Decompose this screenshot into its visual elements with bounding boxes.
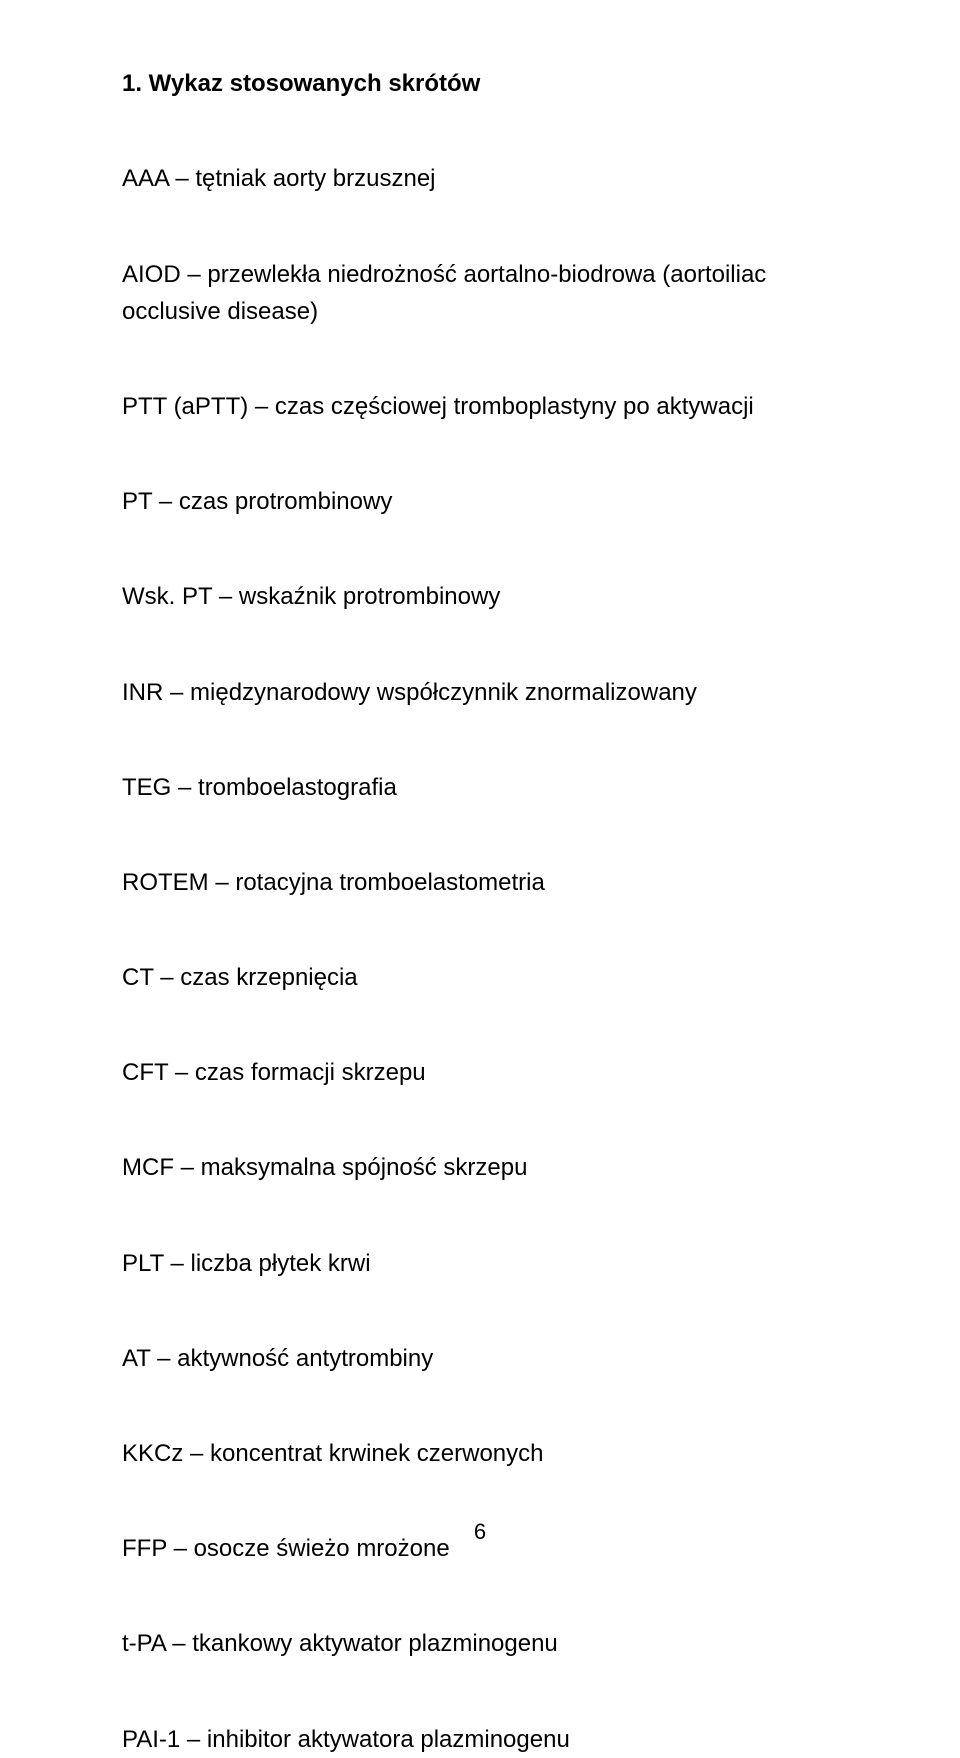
abbr-entry: INR – międzynarodowy współczynnik znorma… — [122, 674, 850, 711]
abbr-entry: PTT (aPTT) – czas częściowej tromboplast… — [122, 388, 850, 425]
abbr-entry: MCF – maksymalna spójność skrzepu — [122, 1149, 850, 1186]
abbr-entry: CFT – czas formacji skrzepu — [122, 1054, 850, 1091]
abbr-entry: TEG – tromboelastografia — [122, 769, 850, 806]
page-number: 6 — [0, 1519, 960, 1545]
section-heading: 1. Wykaz stosowanych skrótów — [122, 68, 850, 100]
abbr-entry: PLT – liczba płytek krwi — [122, 1245, 850, 1282]
abbr-entry: AIOD – przewlekła niedrożność aortalno-b… — [122, 256, 850, 330]
document-page: 1. Wykaz stosowanych skrótów AAA – tętni… — [0, 0, 960, 1599]
abbr-entry: CT – czas krzepnięcia — [122, 959, 850, 996]
abbr-entry: KKCz – koncentrat krwinek czerwonych — [122, 1435, 850, 1472]
abbr-entry: Wsk. PT – wskaźnik protrombinowy — [122, 578, 850, 615]
abbr-entry: ROTEM – rotacyjna tromboelastometria — [122, 864, 850, 901]
abbr-entry: PT – czas protrombinowy — [122, 483, 850, 520]
abbr-entry: AAA – tętniak aorty brzusznej — [122, 160, 850, 197]
abbr-entry: PAI-1 – inhibitor aktywatora plazminogen… — [122, 1721, 850, 1758]
abbr-entry: AT – aktywność antytrombiny — [122, 1340, 850, 1377]
abbr-entry: t-PA – tkankowy aktywator plazminogenu — [122, 1625, 850, 1662]
